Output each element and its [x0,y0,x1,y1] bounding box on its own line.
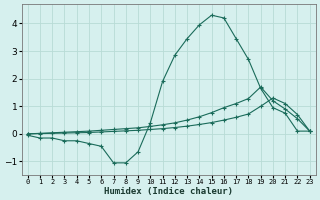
X-axis label: Humidex (Indice chaleur): Humidex (Indice chaleur) [104,187,233,196]
